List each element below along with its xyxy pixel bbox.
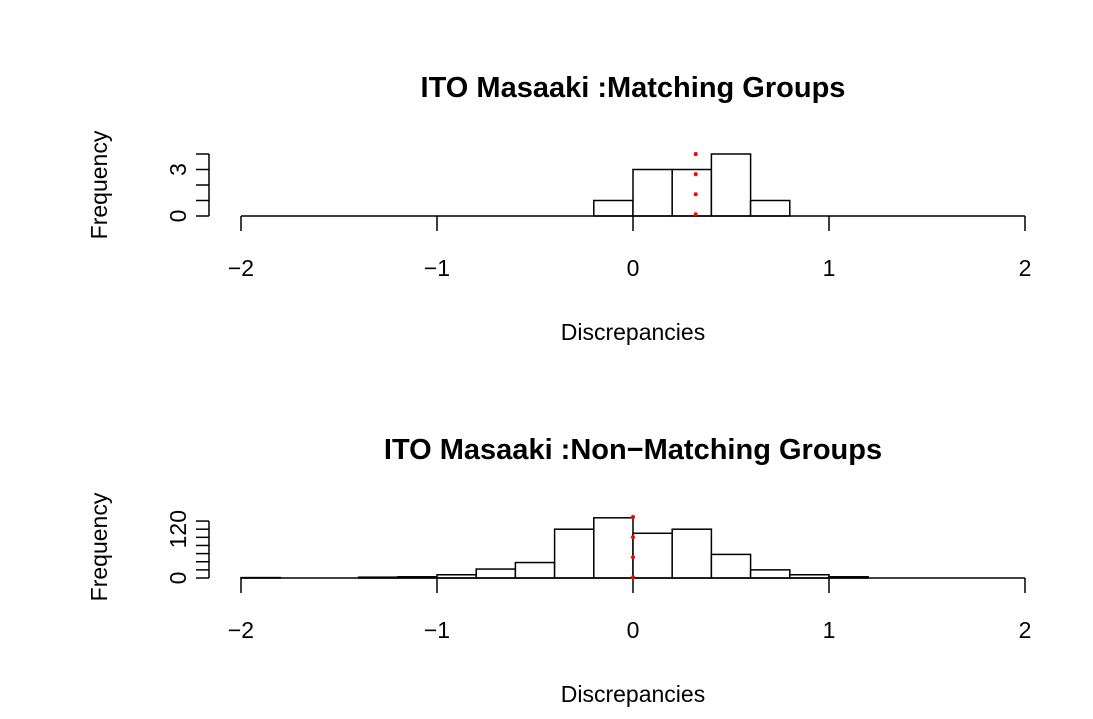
x-tick-label: −2: [228, 255, 254, 281]
histogram-bar: [710, 153, 752, 217]
y-tick-label: 120: [165, 510, 191, 548]
x-tick-label: 1: [823, 617, 836, 643]
histogram-bar: [475, 568, 517, 579]
histogram-bar: [710, 553, 752, 579]
x-tick-label: 1: [823, 255, 836, 281]
x-tick-label: 0: [627, 255, 640, 281]
x-tick-label: −1: [424, 617, 450, 643]
histogram-bar: [514, 561, 556, 579]
histogram-marks: −2 −1 0 1 2 0 3: [165, 152, 1032, 281]
y-tick-label: 0: [165, 572, 191, 585]
x-tick-label: 2: [1019, 255, 1032, 281]
x-axis-label: Discrepancies: [561, 319, 705, 345]
histogram-bar: [749, 569, 791, 579]
x-axis-label: Discrepancies: [561, 681, 705, 707]
histogram-bar: [671, 528, 713, 579]
histogram-bar: [632, 168, 673, 217]
histogram-bar: [553, 528, 595, 579]
y-tick-label: 0: [165, 210, 191, 223]
chart-title: ITO Masaaki :Matching Groups: [421, 72, 846, 104]
y-tick-label: 3: [165, 163, 191, 176]
histogram-bar: [749, 199, 791, 217]
histogram-bar: [593, 517, 634, 579]
panel-matching-groups: ITO Masaaki :Matching Groups Discrepanci…: [86, 72, 1031, 345]
x-tick-label: 2: [1019, 617, 1032, 643]
x-tick-label: −2: [228, 617, 254, 643]
x-tick-label: −1: [424, 255, 450, 281]
histogram-bar: [632, 532, 673, 579]
histogram-bar: [671, 168, 713, 217]
y-axis-label: Frequency: [86, 130, 112, 239]
histogram-bar: [593, 199, 634, 217]
panel-non-matching-groups: ITO Masaaki :Non−Matching Groups Discrep…: [86, 434, 1031, 707]
y-axis-label: Frequency: [86, 492, 112, 601]
x-tick-label: 0: [627, 617, 640, 643]
chart-title: ITO Masaaki :Non−Matching Groups: [384, 434, 882, 466]
